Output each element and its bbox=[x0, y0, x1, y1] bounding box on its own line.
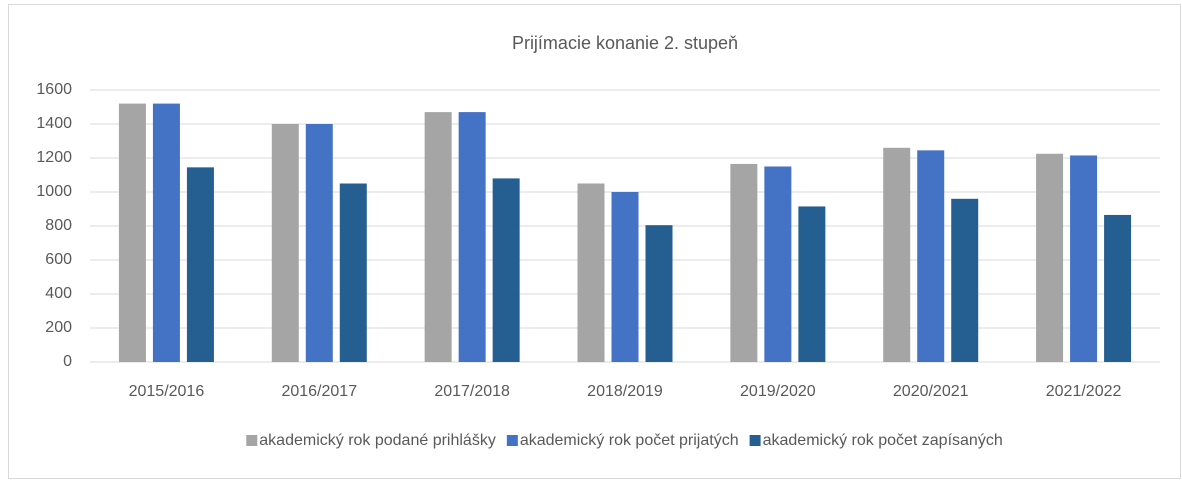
x-tick-label: 2018/2019 bbox=[587, 383, 663, 400]
bar bbox=[152, 103, 180, 362]
y-tick-label: 1200 bbox=[36, 149, 72, 166]
y-tick-label: 200 bbox=[45, 319, 72, 336]
legend-swatch bbox=[749, 435, 761, 446]
bar bbox=[458, 112, 486, 362]
x-tick-label: 2016/2017 bbox=[281, 383, 357, 400]
legend-swatch bbox=[246, 435, 258, 446]
bar bbox=[118, 103, 146, 362]
bar bbox=[492, 178, 520, 362]
x-tick-label: 2017/2018 bbox=[434, 383, 510, 400]
x-tick-label: 2020/2021 bbox=[893, 383, 969, 400]
bar bbox=[645, 225, 673, 362]
bar bbox=[1104, 214, 1132, 362]
bar bbox=[883, 147, 911, 362]
bar bbox=[424, 112, 452, 362]
bar bbox=[611, 192, 639, 362]
x-tick-label: 2019/2020 bbox=[740, 383, 816, 400]
bar bbox=[764, 166, 792, 362]
y-tick-label: 0 bbox=[63, 353, 72, 370]
bar bbox=[798, 206, 826, 362]
legend-label: akademický rok počet zapísaných bbox=[763, 432, 1003, 449]
bar bbox=[1070, 155, 1098, 362]
y-tick-label: 1000 bbox=[36, 183, 72, 200]
legend-label: akademický rok počet prijatých bbox=[520, 432, 739, 449]
bar bbox=[1036, 153, 1064, 362]
bar bbox=[917, 150, 945, 362]
y-tick-label: 1400 bbox=[36, 115, 72, 132]
legend-label: akademický rok podané prihlášky bbox=[259, 432, 496, 449]
bar bbox=[951, 198, 979, 362]
bar bbox=[339, 183, 367, 362]
x-tick-label: 2021/2022 bbox=[1046, 383, 1122, 400]
y-tick-label: 400 bbox=[45, 285, 72, 302]
bar bbox=[577, 183, 605, 362]
legend-swatch bbox=[506, 435, 518, 446]
bar bbox=[305, 124, 333, 362]
bar bbox=[271, 124, 299, 362]
bar bbox=[186, 167, 214, 362]
y-tick-label: 600 bbox=[45, 251, 72, 268]
bar bbox=[730, 163, 758, 362]
chart-title: Prijímacie konanie 2. stupeň bbox=[512, 33, 738, 53]
y-tick-label: 1600 bbox=[36, 81, 72, 98]
x-tick-label: 2015/2016 bbox=[129, 383, 205, 400]
y-tick-label: 800 bbox=[45, 217, 72, 234]
